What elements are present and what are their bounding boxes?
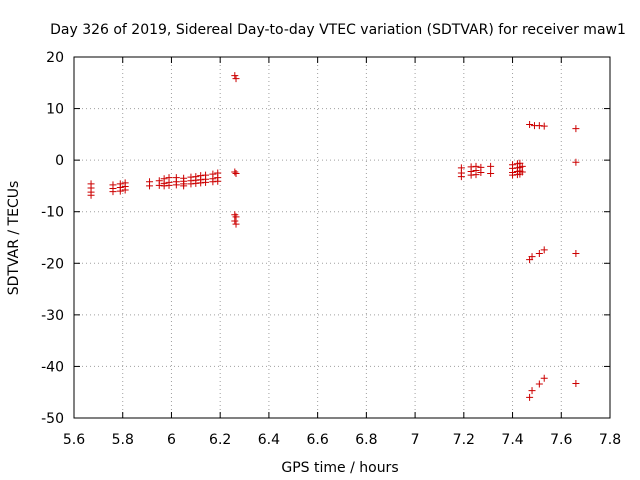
y-tick-label: -50 [41, 411, 64, 427]
data-point [535, 122, 543, 130]
tick-labels: 5.6 5.8 6 6.2 6.4 6.6 6.8 7 7.2 7.4 7.6 7.8 -50 -40 -3… [41, 50, 621, 448]
data-point [572, 125, 580, 133]
data-point [172, 181, 180, 189]
grid-lines [74, 57, 610, 418]
data-point [487, 162, 495, 170]
data-point [526, 121, 534, 129]
data-point [528, 387, 536, 395]
data-point [187, 180, 195, 188]
data-point [467, 171, 475, 179]
data-point [214, 177, 222, 185]
data-point [231, 168, 239, 176]
data-point [232, 220, 240, 228]
data-point [232, 75, 240, 83]
data-point [231, 217, 239, 225]
data-point [165, 181, 173, 189]
data-point [535, 249, 543, 257]
data-point [572, 158, 580, 166]
x-tick-label: 6.2 [209, 432, 231, 448]
x-tick-label: 7 [411, 432, 420, 448]
data-point [518, 168, 526, 176]
x-tick-label: 7.6 [550, 432, 572, 448]
x-tick-label: 6 [167, 432, 176, 448]
data-point [202, 178, 210, 186]
data-point [209, 178, 217, 186]
plot-frame [73, 56, 611, 419]
data-point [528, 253, 536, 261]
chart-title: Day 326 of 2019, Sidereal Day-to-day VTE… [50, 22, 626, 38]
x-tick-label: 6.6 [307, 432, 329, 448]
data-point [232, 170, 240, 178]
data-point [540, 374, 548, 382]
y-tick-label: 20 [46, 50, 64, 66]
data-point [160, 182, 168, 190]
data-point [121, 186, 129, 194]
y-tick-label: -20 [41, 256, 64, 272]
data-point [87, 191, 95, 199]
data-point [472, 171, 480, 179]
data-point [509, 171, 517, 179]
data-point [540, 246, 548, 254]
x-tick-label: 6.4 [258, 432, 280, 448]
data-point [197, 179, 205, 187]
data-points [87, 72, 580, 401]
data-point [116, 187, 124, 195]
x-tick-label: 7.2 [453, 432, 475, 448]
y-tick-label: -30 [41, 308, 64, 324]
x-axis-label: GPS time / hours [281, 460, 398, 476]
y-axis-label: SDTVAR / TECUs [6, 181, 22, 296]
data-point [540, 122, 548, 130]
data-point [535, 380, 543, 388]
y-tick-label: 0 [55, 153, 64, 169]
data-point [155, 181, 163, 189]
data-point [457, 173, 465, 181]
x-tick-label: 7.4 [501, 432, 523, 448]
y-tick-label: -40 [41, 359, 64, 375]
x-tick-label: 5.8 [112, 432, 134, 448]
data-point [232, 213, 240, 221]
data-point [109, 188, 117, 196]
data-point [192, 179, 200, 187]
data-point [572, 379, 580, 387]
x-tick-label: 5.6 [63, 432, 85, 448]
data-point [231, 72, 239, 80]
data-point [180, 182, 188, 190]
x-tick-label: 7.8 [599, 432, 621, 448]
data-point [572, 249, 580, 257]
y-tick-label: 10 [46, 102, 64, 118]
y-tick-label: -10 [41, 205, 64, 221]
data-point [146, 182, 154, 190]
data-point [487, 170, 495, 178]
data-point [477, 169, 485, 177]
x-tick-label: 6.8 [355, 432, 377, 448]
data-point [526, 393, 534, 401]
